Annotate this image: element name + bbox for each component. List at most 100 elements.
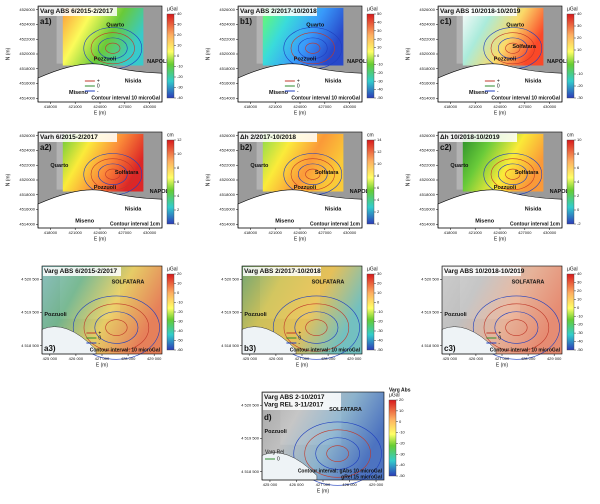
x-axis-label: E (m) bbox=[494, 110, 507, 116]
colorbar-label: -2 bbox=[577, 221, 581, 226]
x-tick-label: 430000 bbox=[543, 104, 557, 109]
place-name: SOLFATARA bbox=[512, 279, 545, 285]
place-name: Quarto bbox=[106, 23, 125, 29]
colorbar-label: 10 bbox=[577, 47, 582, 52]
colorbar-label: 10 bbox=[577, 296, 582, 301]
map-panel: 418000 421000 424000 427000 430000 4514000 451… bbox=[5, 131, 182, 242]
y-tick-label: 4520000 bbox=[19, 51, 35, 56]
x-tick-label: 428 000 bbox=[321, 356, 336, 361]
contour bbox=[497, 163, 528, 185]
legend-text: - bbox=[98, 340, 100, 346]
place-name: Quarto bbox=[506, 23, 525, 29]
colorbar-title: Varg Abs bbox=[389, 387, 411, 393]
place-name: NAPOLI bbox=[547, 59, 568, 65]
colorbar-label: 0 bbox=[577, 305, 580, 310]
y-tick-label: 4524000 bbox=[219, 22, 235, 27]
y-tick-label: 4 520 500 bbox=[21, 276, 40, 281]
sea bbox=[241, 326, 297, 355]
colorbar-label: 0 bbox=[377, 53, 380, 58]
colorbar-label: 10 bbox=[177, 151, 182, 156]
contour bbox=[305, 168, 321, 180]
x-tick-label: 427000 bbox=[118, 104, 132, 109]
colorbar-label: 30 bbox=[377, 28, 382, 33]
contour-note: Contour interval: 10 microGal bbox=[90, 347, 161, 353]
colorbar-label: 4 bbox=[177, 193, 180, 198]
contour bbox=[326, 445, 349, 462]
colorbar-label: 2 bbox=[377, 209, 380, 214]
colorbar-label: 10 bbox=[377, 45, 382, 50]
x-tick-label: 426 000 bbox=[469, 356, 484, 361]
panel-title: Δh 2/2017-10/2018 bbox=[240, 134, 296, 141]
colorbar bbox=[366, 13, 375, 99]
contour-note: Contour interval 1cm bbox=[310, 221, 361, 227]
x-tick-label: 427 000 bbox=[295, 356, 310, 361]
place-name: Miseno bbox=[269, 90, 289, 96]
colorbar-label: -30 bbox=[577, 95, 584, 100]
place-name: Miseno bbox=[275, 219, 295, 225]
x-tick-label: 421000 bbox=[69, 230, 83, 235]
place-name: Pozzuoli bbox=[44, 312, 67, 318]
panel-title: Δh 10/2018-10/2019 bbox=[440, 134, 500, 141]
colorbar-label: 40 bbox=[177, 11, 182, 16]
contour bbox=[272, 295, 360, 360]
colorbar-label: 6 bbox=[377, 185, 380, 190]
place-name: NAPOLI bbox=[350, 189, 371, 195]
y-tick-label: 4518000 bbox=[219, 192, 235, 197]
x-tick-label: 427000 bbox=[318, 104, 332, 109]
colorbar-label: 0 bbox=[177, 290, 180, 295]
contour bbox=[305, 42, 321, 54]
x-tick-label: 427000 bbox=[118, 230, 132, 235]
colorbar-label: -20 bbox=[177, 309, 184, 314]
colorbar-label: 14 bbox=[377, 137, 382, 142]
y-tick-label: 4518000 bbox=[219, 66, 235, 71]
x-tick-label: 430000 bbox=[343, 230, 357, 235]
y-tick-label: 4 519 500 bbox=[221, 310, 240, 315]
place-name: Quarto bbox=[250, 163, 269, 169]
colorbar-label: -30 bbox=[399, 451, 406, 456]
place-name: Nisida bbox=[525, 78, 542, 84]
x-tick-label: 430000 bbox=[143, 230, 157, 235]
x-tick-label: 427 000 bbox=[95, 356, 110, 361]
x-tick-label: 418000 bbox=[44, 104, 58, 109]
colorbar-label: 40 bbox=[377, 19, 382, 24]
y-tick-label: 4526000 bbox=[219, 133, 235, 138]
contour bbox=[505, 42, 521, 54]
y-tick-label: 4514000 bbox=[219, 95, 235, 100]
title-box bbox=[39, 133, 117, 142]
y-tick-label: 4524000 bbox=[219, 148, 235, 153]
panel-label: d) bbox=[264, 413, 272, 422]
colorbar-label: -40 bbox=[177, 328, 184, 333]
colorbar-label: 10 bbox=[399, 408, 404, 413]
colorbar-label: 20 bbox=[177, 271, 182, 276]
contour bbox=[294, 311, 339, 344]
contour bbox=[90, 32, 135, 65]
y-tick-label: 4524000 bbox=[19, 22, 35, 27]
x-tick-label: 425 000 bbox=[443, 356, 458, 361]
y-tick-label: 4514000 bbox=[419, 95, 435, 100]
legend-text: - bbox=[297, 88, 299, 94]
colorbar-label: -50 bbox=[377, 95, 384, 100]
contour bbox=[490, 158, 535, 191]
place-name: SOLFATARA bbox=[312, 279, 345, 285]
y-tick-label: 4518000 bbox=[19, 192, 35, 197]
place-name: Quarto bbox=[50, 163, 69, 169]
y-tick-label: 4520000 bbox=[19, 177, 35, 182]
colorbar-label: 8 bbox=[577, 151, 580, 156]
place-name: Solfatara bbox=[515, 170, 539, 176]
colorbar-label: 2 bbox=[577, 193, 580, 198]
colorbar-label: 0 bbox=[377, 221, 380, 226]
contour-note-2: gRel 15 microGal bbox=[341, 474, 382, 480]
title-box bbox=[443, 267, 521, 276]
colorbar-label: 40 bbox=[577, 271, 582, 276]
legend-text: + bbox=[297, 78, 300, 84]
panel-title: Varg ABS 10/2018-10/2019 bbox=[440, 8, 521, 15]
y-tick-label: 4518000 bbox=[19, 66, 35, 71]
place-name: Nisida bbox=[525, 206, 542, 212]
y-tick-label: 4518000 bbox=[419, 192, 435, 197]
y-tick-label: 4514000 bbox=[19, 221, 35, 226]
y-tick-label: 4 520 500 bbox=[221, 276, 240, 281]
legend-text: + bbox=[498, 330, 501, 336]
colorbar-label: 4 bbox=[377, 197, 380, 202]
legend-text: 0 bbox=[98, 335, 101, 341]
panel-label: b3) bbox=[244, 344, 256, 353]
